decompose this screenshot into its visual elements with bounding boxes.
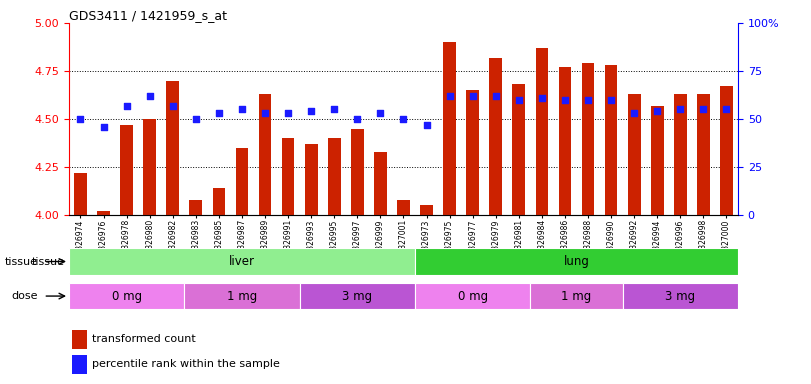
Bar [69, 283, 184, 309]
Bar [489, 58, 502, 215]
Bar [513, 84, 526, 215]
Bar [444, 42, 456, 215]
Point [720, 106, 733, 113]
Point [281, 110, 294, 116]
Point [328, 106, 341, 113]
Bar [466, 90, 479, 215]
Bar [415, 283, 530, 309]
Point [650, 108, 663, 114]
Text: 1 mg: 1 mg [227, 290, 257, 303]
Point [351, 116, 364, 122]
Text: transformed count: transformed count [92, 334, 196, 344]
Bar [184, 283, 299, 309]
Point [120, 103, 133, 109]
Text: 1 mg: 1 mg [561, 290, 592, 303]
Point [489, 93, 502, 99]
Point [374, 110, 387, 116]
Point [97, 124, 110, 130]
Bar [190, 200, 202, 215]
Text: tissue: tissue [5, 257, 37, 266]
Bar [212, 188, 225, 215]
Bar [259, 94, 272, 215]
Bar [420, 205, 433, 215]
Bar [581, 63, 594, 215]
Bar [415, 248, 738, 275]
Text: dose: dose [11, 291, 37, 301]
Bar [720, 86, 733, 215]
Point [559, 97, 572, 103]
Bar [397, 200, 410, 215]
Bar [72, 330, 87, 349]
Bar [120, 125, 133, 215]
Bar [144, 119, 156, 215]
Bar [305, 144, 318, 215]
Point [166, 103, 179, 109]
Bar [374, 152, 387, 215]
Bar [72, 355, 87, 374]
Point [189, 116, 202, 122]
Point [420, 122, 433, 128]
Text: 3 mg: 3 mg [342, 290, 372, 303]
Bar [651, 106, 663, 215]
Point [74, 116, 87, 122]
Point [235, 106, 248, 113]
Point [628, 110, 641, 116]
Text: 0 mg: 0 mg [457, 290, 487, 303]
Bar [697, 94, 710, 215]
Point [466, 93, 479, 99]
Bar [97, 211, 109, 215]
Point [535, 95, 548, 101]
Point [212, 110, 225, 116]
Bar [605, 65, 617, 215]
Bar [623, 283, 738, 309]
Bar [674, 94, 687, 215]
Point [605, 97, 618, 103]
Text: lung: lung [564, 255, 590, 268]
Bar [236, 148, 248, 215]
Point [144, 93, 157, 99]
Bar [299, 283, 415, 309]
Point [513, 97, 526, 103]
Bar [530, 283, 623, 309]
Point [259, 110, 272, 116]
Bar [69, 248, 415, 275]
Text: 0 mg: 0 mg [112, 290, 142, 303]
Text: liver: liver [229, 255, 255, 268]
Bar [535, 48, 548, 215]
Point [305, 108, 318, 114]
Point [443, 93, 456, 99]
Bar [628, 94, 641, 215]
Point [674, 106, 687, 113]
Text: percentile rank within the sample: percentile rank within the sample [92, 359, 281, 369]
Text: 3 mg: 3 mg [665, 290, 695, 303]
Bar [74, 173, 87, 215]
Point [397, 116, 410, 122]
Bar [559, 67, 571, 215]
Bar [281, 138, 294, 215]
Text: GDS3411 / 1421959_s_at: GDS3411 / 1421959_s_at [69, 9, 227, 22]
Bar [351, 129, 363, 215]
Text: tissue: tissue [32, 257, 65, 266]
Bar [328, 138, 341, 215]
Point [697, 106, 710, 113]
Point [581, 97, 594, 103]
Bar [166, 81, 179, 215]
